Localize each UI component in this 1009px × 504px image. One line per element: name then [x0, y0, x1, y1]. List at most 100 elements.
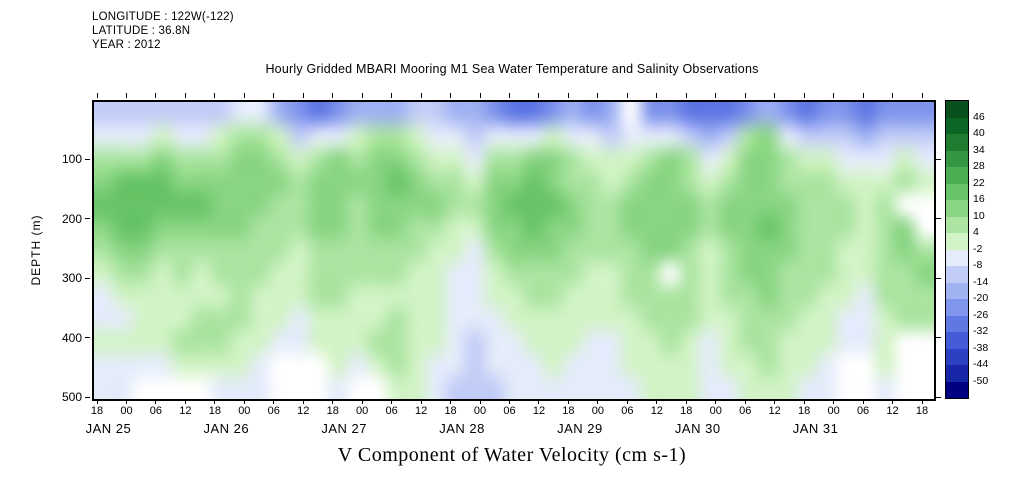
x-tick-mark-bottom — [273, 399, 275, 404]
hour-tick-label: 12 — [414, 405, 428, 417]
hour-tick-label: 18 — [208, 405, 221, 417]
colorbar-cell — [946, 216, 968, 233]
depth-tick-label: 200 — [61, 211, 82, 226]
x-tick-mark-bottom — [833, 399, 835, 404]
depth-tick-label: 500 — [61, 390, 82, 404]
colorbar-cell — [946, 117, 968, 134]
x-tick-mark-top — [184, 93, 186, 98]
date-label: JAN 31 — [792, 421, 839, 436]
colorbar-tick-label: -44 — [973, 358, 989, 370]
colorbar-tick-label: -20 — [973, 292, 989, 304]
depth-tick-label: 400 — [61, 330, 82, 345]
date-label: JAN 28 — [439, 421, 485, 436]
colorbar-tick-label: 10 — [973, 209, 985, 222]
x-tick-mark-top — [125, 93, 127, 98]
x-tick-mark-top — [744, 93, 746, 98]
colorbar-cell — [946, 150, 968, 167]
hour-tick-label: 00 — [827, 405, 840, 417]
x-tick-mark-top — [302, 93, 304, 98]
colorbar-cell — [946, 167, 968, 184]
x-tick-mark-top — [479, 93, 481, 98]
x-tick-mark-bottom — [715, 399, 717, 404]
x-tick-mark-bottom — [479, 399, 481, 404]
x-tick-mark-bottom — [862, 399, 864, 404]
colorbar-tick-label: -50 — [973, 374, 989, 387]
heatmap-canvas — [94, 102, 934, 399]
x-tick-mark-top — [243, 93, 245, 98]
year-line: YEAR : 2012 — [92, 39, 161, 51]
colorbar-cell — [946, 348, 968, 365]
y-tick-mark-right — [936, 277, 941, 279]
x-tick-mark-bottom — [155, 399, 157, 404]
x-tick-mark-bottom — [391, 399, 393, 404]
depth-tick-label: 100 — [61, 152, 82, 167]
x-tick-mark-top — [420, 93, 422, 98]
colorbar-tick-label: 40 — [973, 127, 985, 139]
y-tick-mark-left — [85, 277, 90, 279]
x-tick-mark-bottom — [567, 399, 569, 404]
depth-tick-label: 300 — [61, 271, 82, 286]
x-tick-mark-bottom — [332, 399, 334, 404]
colorbar-cell — [946, 249, 968, 266]
x-tick-mark-bottom — [125, 399, 127, 404]
x-tick-mark-top — [597, 93, 599, 98]
y-tick-mark-right — [936, 158, 941, 160]
x-tick-mark-top — [450, 93, 452, 98]
colorbar-cell — [946, 315, 968, 332]
date-label: JAN 27 — [321, 421, 367, 436]
hour-tick-label: 00 — [473, 405, 487, 417]
hour-tick-label: 12 — [768, 405, 781, 417]
longitude-line: LONGITUDE : 122W(-122) — [92, 11, 234, 23]
hour-tick-label: 06 — [385, 405, 398, 417]
colorbar-cell — [946, 282, 968, 299]
hour-tick-label: 12 — [532, 405, 546, 417]
x-tick-mark-top — [96, 93, 98, 98]
colorbar-cell — [946, 134, 968, 151]
colorbar-tick-label: 28 — [973, 160, 985, 172]
x-tick-mark-top — [332, 93, 334, 98]
date-label: JAN 26 — [203, 421, 250, 436]
y-tick-mark-right — [936, 218, 941, 220]
plot-area — [92, 100, 936, 401]
chart-title: Hourly Gridded MBARI Mooring M1 Sea Wate… — [265, 62, 759, 76]
x-tick-mark-bottom — [892, 399, 894, 404]
colorbar-cell — [946, 381, 968, 398]
colorbar-tick-label: 4 — [973, 226, 979, 238]
x-tick-mark-top — [361, 93, 363, 98]
hour-tick-label: 06 — [149, 405, 163, 417]
date-label: JAN 25 — [85, 421, 132, 436]
latitude-line: LATITUDE : 36.8N — [92, 25, 191, 37]
y-tick-mark-left — [85, 396, 90, 398]
colorbar-cell — [946, 233, 968, 250]
hour-tick-label: 00 — [120, 405, 133, 417]
date-label: JAN 30 — [674, 421, 721, 436]
hour-tick-label: 18 — [798, 405, 811, 417]
x-tick-mark-bottom — [243, 399, 245, 404]
colorbar-tick-label: -2 — [973, 242, 983, 255]
colorbar — [945, 100, 969, 399]
x-tick-mark-top — [685, 93, 687, 98]
hour-tick-label: 18 — [680, 405, 693, 417]
colorbar-tick-label: 34 — [973, 143, 985, 156]
x-tick-mark-top — [273, 93, 275, 98]
x-tick-mark-bottom — [538, 399, 540, 404]
x-tick-mark-top — [626, 93, 628, 98]
colorbar-tick-label: 16 — [973, 193, 985, 205]
x-tick-mark-bottom — [420, 399, 422, 404]
hour-tick-label: 00 — [356, 405, 369, 417]
x-tick-mark-top — [509, 93, 510, 98]
x-tick-mark-top — [892, 93, 894, 98]
hour-tick-label: 06 — [621, 405, 634, 417]
x-tick-mark-bottom — [302, 399, 304, 404]
colorbar-cell — [946, 365, 968, 382]
x-tick-mark-bottom — [656, 399, 658, 404]
hour-tick-label: 00 — [238, 405, 251, 417]
x-tick-mark-bottom — [184, 399, 186, 404]
x-tick-mark-bottom — [509, 399, 510, 404]
hour-tick-label: 18 — [444, 405, 457, 417]
y-tick-mark-left — [85, 158, 90, 160]
colorbar-tick-label: -38 — [973, 341, 989, 354]
hour-tick-label: 18 — [915, 405, 929, 417]
colorbar-tick-label: -14 — [973, 275, 989, 288]
